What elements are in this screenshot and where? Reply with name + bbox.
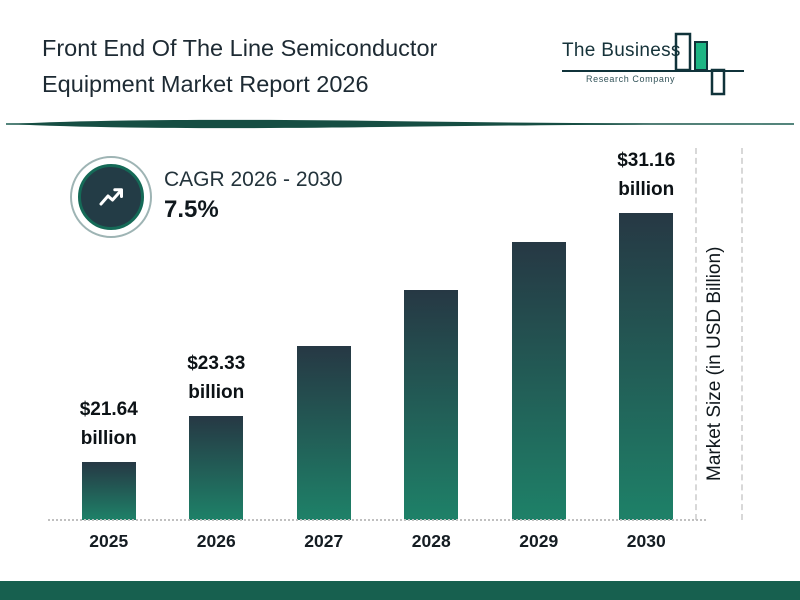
header-divider <box>6 119 794 129</box>
bar-value-label: $31.16 billion <box>617 150 676 200</box>
bar-2025 <box>81 462 136 520</box>
cagr-text-block: CAGR 2026 - 2030 7.5% <box>164 168 343 224</box>
bar-value-label: $23.33 billion <box>187 353 246 403</box>
x-label-2029: 2029 <box>519 531 559 551</box>
logo-name-bottom: Research Company <box>586 74 676 84</box>
x-label-2028: 2028 <box>411 531 451 551</box>
bar-cell-2030: $31.16 billion <box>593 138 701 520</box>
bar-value-label: $21.64 billion <box>79 399 138 449</box>
bar-2030 <box>619 213 674 520</box>
x-label-2025: 2025 <box>89 531 129 551</box>
vertical-gridline <box>741 148 743 520</box>
x-label-2030: 2030 <box>626 531 666 551</box>
bar-cell-2026: $23.33 billion <box>163 138 271 520</box>
vertical-gridline <box>695 148 697 520</box>
bar-cell-2028 <box>378 138 486 520</box>
cagr-badge-inner <box>78 164 144 230</box>
bar-chart: $21.64 billion $23.33 billion $31.16 billion <box>55 138 700 520</box>
logo-name-top: The Business <box>562 40 681 61</box>
chart-baseline <box>48 519 706 521</box>
footer-strip <box>0 581 800 600</box>
x-axis-labels: 2025 2026 2027 2028 2029 2030 <box>55 531 700 552</box>
trend-up-arrow-icon <box>99 188 123 206</box>
bar-cell-2025: $21.64 billion <box>55 138 163 520</box>
company-logo: The Business Research Company <box>556 28 756 108</box>
x-label-2027: 2027 <box>304 531 344 551</box>
page-title: Front End Of The Line Semiconductor Equi… <box>42 35 438 98</box>
cagr-badge <box>70 156 152 238</box>
cagr-label: CAGR 2026 - 2030 <box>164 168 343 191</box>
cagr-value: 7.5% <box>164 196 219 223</box>
logo-underline <box>562 70 744 72</box>
bar-2026 <box>189 416 244 520</box>
bar-2029 <box>511 242 566 520</box>
bar-chart-logo-icon <box>674 32 726 96</box>
x-label-2026: 2026 <box>196 531 236 551</box>
bar-2028 <box>404 290 459 520</box>
y-axis-label: Market Size (in USD Billion) <box>704 246 725 482</box>
bar-2027 <box>296 346 351 520</box>
bar-cell-2027 <box>270 138 378 520</box>
bar-cell-2029 <box>485 138 593 520</box>
